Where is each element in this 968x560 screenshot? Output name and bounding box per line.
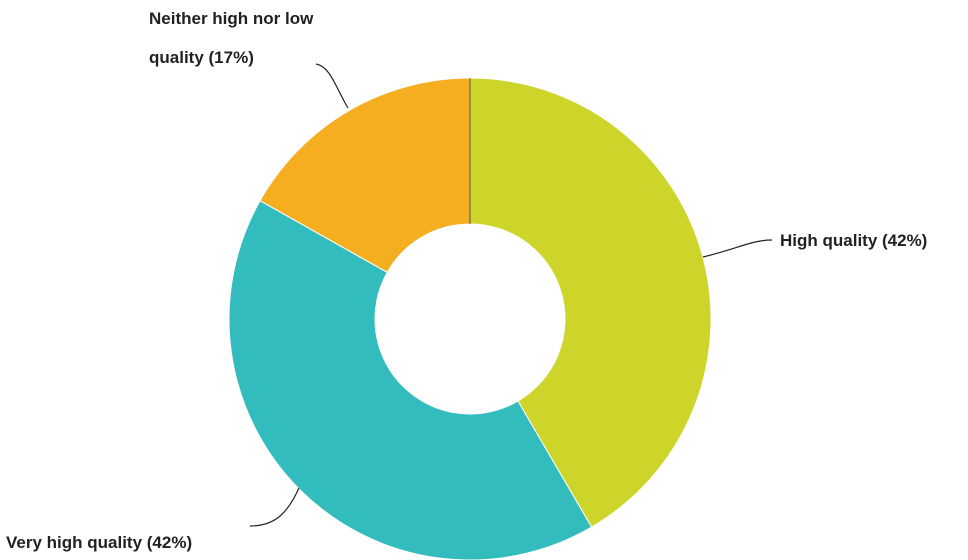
leader-line-neither [315,63,349,109]
donut-slice-0 [469,77,712,528]
leader-line-high-quality [702,239,773,258]
slice-label-neither-line1: Neither high nor low [149,9,314,28]
donut-slice-2 [259,77,471,274]
donut-slice-1 [228,199,593,560]
slice-label-very-high-quality: Very high quality (42%) [6,533,192,552]
leader-line-very-high-quality [249,487,300,527]
donut-slices [228,77,712,560]
slice-label-neither-line2: quality (17%) [149,48,254,67]
slice-label-high-quality: High quality (42%) [780,231,927,250]
